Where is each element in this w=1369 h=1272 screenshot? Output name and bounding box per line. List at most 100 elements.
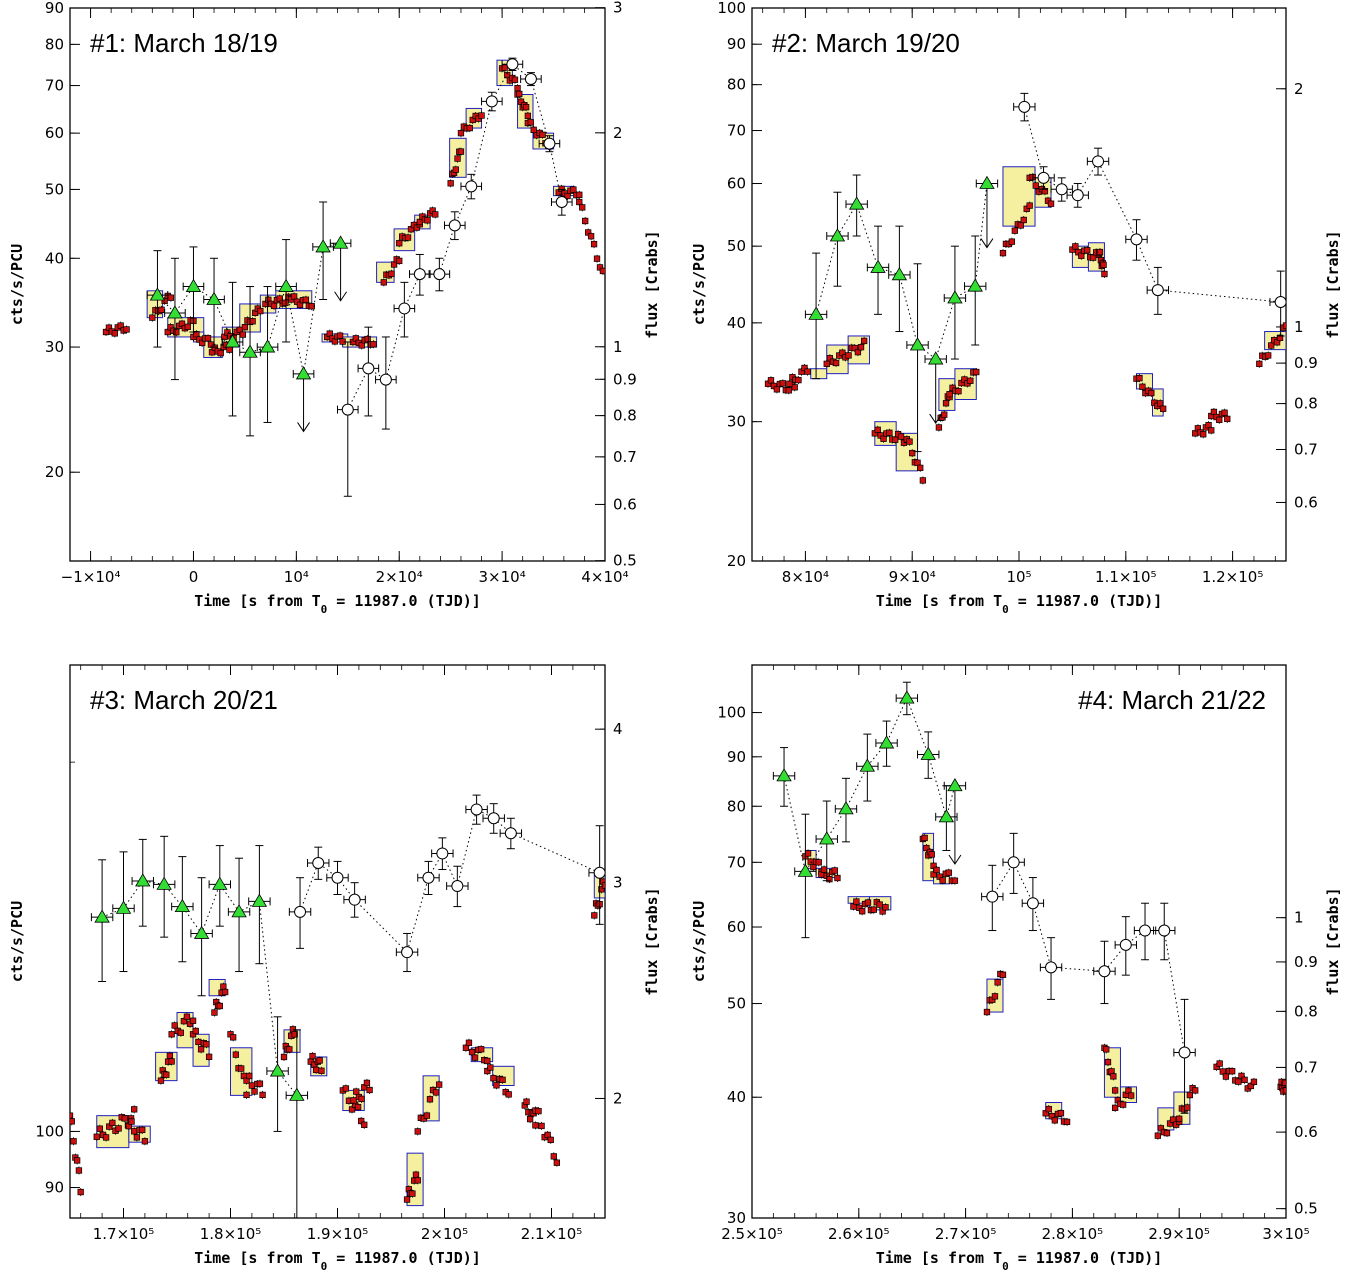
pca-point <box>396 257 403 265</box>
bat-circle <box>362 362 375 375</box>
asm-triangle <box>278 278 294 292</box>
pca-point <box>141 1138 149 1145</box>
bat-connector <box>991 861 1186 1053</box>
flux-tick-label: 0.6 <box>613 495 637 513</box>
plot-area <box>772 681 1286 1140</box>
asm-triangle <box>193 925 210 939</box>
pca-point <box>1110 1073 1117 1080</box>
plot-frame <box>751 7 1287 562</box>
x-tick-label: 10⁵ <box>1006 568 1031 586</box>
y-tick-label: 70 <box>727 122 746 140</box>
x-tick-label: 2.8×10⁵ <box>1042 1225 1104 1243</box>
pca-point <box>1096 248 1104 256</box>
pca-point <box>353 1088 360 1095</box>
x-tick-label: 0 <box>189 568 199 586</box>
x-tick-label: 1.8×10⁵ <box>200 1225 262 1243</box>
asm-triangle <box>135 873 151 887</box>
pca-point <box>131 1106 138 1113</box>
flux-tick-label: 2 <box>1294 80 1304 98</box>
pca-point <box>942 400 950 407</box>
y-tick-label: 40 <box>727 314 746 332</box>
asm-triangle <box>848 196 865 210</box>
bat-circle <box>986 890 999 903</box>
asm-triangle <box>115 900 132 914</box>
bat-circle <box>506 58 519 71</box>
pca-point <box>246 1072 253 1080</box>
pca-point <box>1063 1118 1071 1126</box>
pca-point <box>1041 188 1049 195</box>
pca-point <box>946 391 953 398</box>
pca-point <box>923 844 930 852</box>
pca-point <box>77 1188 84 1196</box>
pca-point <box>232 1051 240 1058</box>
pca-point <box>364 335 371 343</box>
panel-title: #4: March 21/22 <box>1078 685 1266 715</box>
pca-point <box>189 1017 197 1024</box>
asm-triangle <box>947 777 963 792</box>
bat-circle <box>433 268 446 281</box>
pca-point <box>882 904 889 911</box>
flux-tick-label: 1 <box>1294 909 1304 927</box>
bat-circle <box>1045 961 1058 974</box>
pca-point <box>286 1046 293 1053</box>
pca-point <box>270 302 278 310</box>
pca-point <box>163 1071 170 1078</box>
pca-point <box>1017 222 1024 229</box>
plot-area <box>70 794 605 1218</box>
pca-point <box>70 1112 74 1119</box>
flux-tick-label: 3 <box>613 873 623 891</box>
pca-point <box>906 438 913 445</box>
x-tick-label: 2.5×10⁵ <box>721 1225 783 1243</box>
y-tick-label: 50 <box>727 237 746 255</box>
panel-3: 1.7×10⁵ 1.8×10⁵ 1.9×10⁵ 2×10⁵ 2.1×10⁵ 90 100 2 3… <box>8 664 661 1272</box>
pca-point <box>205 1053 213 1060</box>
pca-point <box>336 332 344 339</box>
panel-title: #1: March 18/19 <box>90 28 278 58</box>
bat-circle <box>448 219 461 232</box>
pca-point <box>941 411 948 418</box>
pca-point <box>955 388 962 395</box>
pca-point <box>1104 1058 1112 1066</box>
flux-tick-label: 0.7 <box>1294 1058 1318 1076</box>
pca-point <box>1265 352 1272 359</box>
pca-point <box>1192 1087 1199 1094</box>
pca-point <box>70 1118 75 1125</box>
pca-point <box>576 191 583 198</box>
pca-point <box>928 851 935 858</box>
y-tick-label: 40 <box>727 1088 746 1106</box>
pca-point <box>1103 1046 1110 1053</box>
pca-point <box>1229 1068 1236 1075</box>
pca-point <box>454 155 461 162</box>
pca-point <box>1235 1078 1242 1085</box>
pca-point <box>404 234 412 241</box>
upper-limit-arrowhead <box>334 291 348 302</box>
y-tick-label: 90 <box>727 35 746 53</box>
pca-point <box>308 303 315 310</box>
x-axis-label: Time [s from T0 = 11987.0 (TJD)] <box>194 592 481 616</box>
asm-connector <box>815 183 988 360</box>
pca-point <box>550 1153 557 1160</box>
x-axis-label: Time [s from T0 = 11987.0 (TJD)] <box>876 592 1163 616</box>
pca-point <box>350 1097 357 1104</box>
pca-point <box>532 1122 539 1129</box>
bat-circle <box>1178 1046 1191 1059</box>
bat-circle <box>312 857 325 870</box>
pca-point <box>897 433 905 440</box>
pca-point <box>109 1119 116 1127</box>
pca-point <box>880 435 887 442</box>
pca-point <box>587 233 595 240</box>
pca-point <box>354 1103 362 1111</box>
pca-point <box>1256 360 1263 367</box>
pca-point <box>173 329 180 336</box>
pca-point <box>168 1058 175 1065</box>
bat-circle <box>1274 296 1286 309</box>
pca-point <box>810 863 817 871</box>
pca-point <box>1111 1087 1119 1094</box>
pca-point <box>834 874 841 882</box>
flux-tick-label: 0.9 <box>1294 953 1318 971</box>
flux-tick-label: 0.5 <box>613 552 637 570</box>
pca-point <box>1216 416 1223 423</box>
x-tick-label: 1.2×10⁵ <box>1202 568 1264 586</box>
pca-point <box>892 436 899 443</box>
